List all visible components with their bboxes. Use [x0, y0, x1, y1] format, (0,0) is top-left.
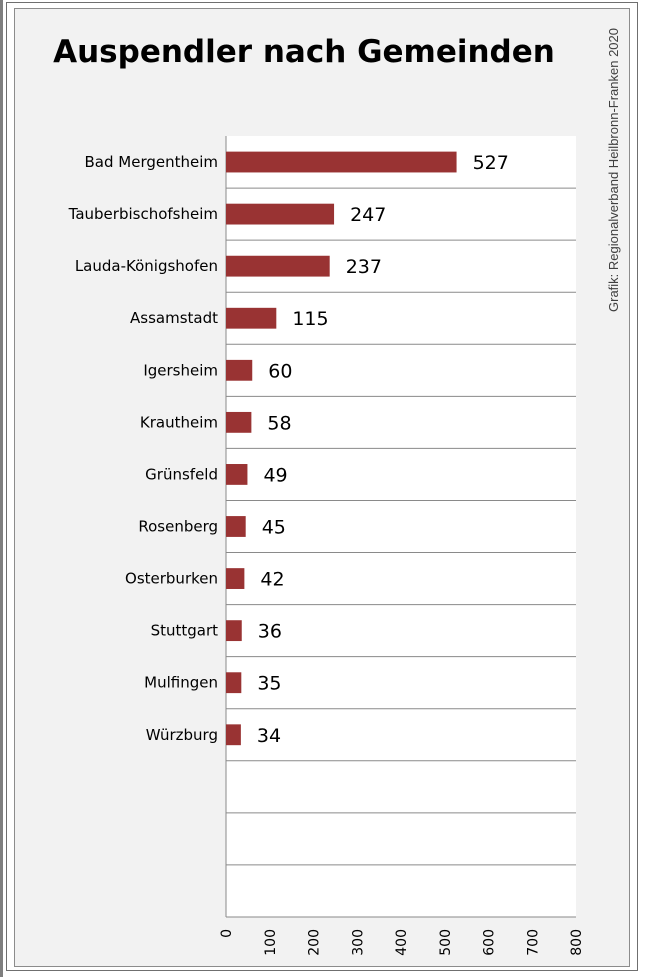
value-label: 247	[350, 204, 386, 226]
value-label: 36	[258, 621, 282, 643]
bar	[226, 568, 245, 589]
category-label: Krautheim	[140, 413, 218, 431]
left-edge-rule	[0, 0, 3, 977]
bar	[226, 620, 242, 642]
category-label: Assamstadt	[130, 309, 218, 327]
value-label: 34	[257, 725, 281, 747]
x-tick-label: 400	[394, 929, 410, 956]
category-label: Igersheim	[143, 361, 218, 379]
value-label: 527	[473, 152, 509, 174]
x-tick-label: 500	[438, 929, 454, 956]
value-label: 49	[263, 464, 287, 486]
bar	[226, 359, 253, 381]
category-label: Stuttgart	[151, 622, 219, 640]
bar	[226, 151, 457, 173]
x-tick-label: 700	[525, 929, 541, 956]
bar	[226, 464, 248, 485]
x-tick-label: 0	[219, 929, 235, 938]
category-label: Tauberbischofsheim	[68, 205, 218, 223]
bar	[226, 255, 330, 277]
value-label: 58	[267, 412, 291, 434]
value-labels: 527 247 237 115 60 58 49 45 42 36 35 34	[257, 152, 509, 747]
bar	[226, 307, 277, 329]
bar	[226, 672, 242, 694]
value-label: 60	[268, 360, 292, 382]
value-label: 42	[260, 569, 284, 591]
bar	[226, 411, 252, 433]
value-label: 35	[257, 673, 281, 695]
value-label: 115	[292, 308, 328, 330]
x-axis-ticks: 0 100 200 300 400 500 600 700 800	[219, 929, 585, 956]
x-tick-label: 800	[569, 929, 585, 956]
category-label: Grünsfeld	[145, 465, 218, 483]
category-label: Mulfingen	[144, 674, 218, 692]
chart-title: Auspendler nach Gemeinden	[53, 34, 555, 70]
bar	[226, 203, 335, 225]
category-label: Osterburken	[125, 570, 218, 588]
bar	[226, 516, 246, 537]
x-tick-label: 600	[482, 929, 498, 956]
category-labels: Bad Mergentheim Tauberbischofsheim Lauda-K…	[68, 153, 218, 744]
value-label: 45	[262, 517, 286, 539]
x-tick-label: 300	[350, 929, 366, 956]
x-tick-label: 100	[263, 929, 279, 956]
bars	[226, 151, 457, 746]
value-label: 237	[346, 256, 382, 278]
category-label: Bad Mergentheim	[85, 153, 219, 171]
category-label: Würzburg	[146, 726, 218, 744]
category-label: Lauda-Königshofen	[75, 257, 218, 275]
category-label: Rosenberg	[138, 518, 218, 536]
bar	[226, 724, 241, 746]
x-tick-label: 200	[307, 929, 323, 956]
